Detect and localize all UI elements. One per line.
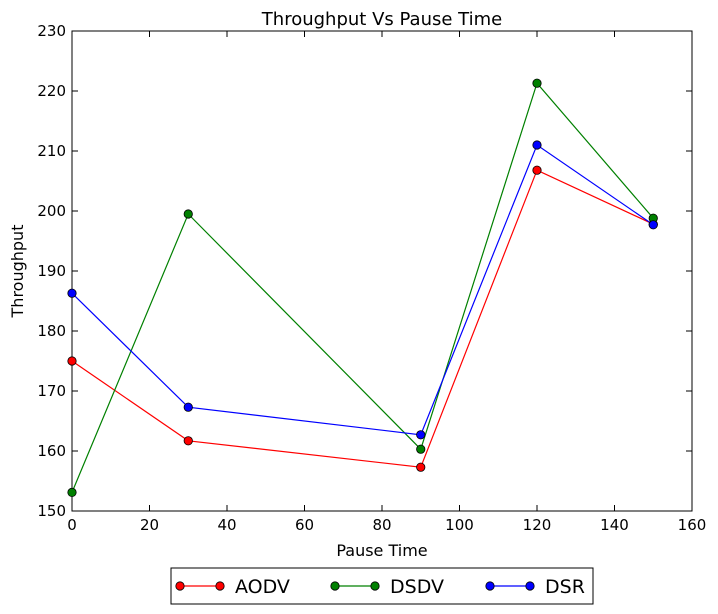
data-point-dsr: [67, 288, 77, 298]
y-tick-label: 200: [37, 202, 66, 220]
x-axis-label: Pause Time: [336, 541, 427, 560]
plot-area: [71, 30, 693, 512]
chart-title: Throughput Vs Pause Time: [261, 9, 502, 30]
x-tick-label: 140: [600, 516, 629, 534]
legend-label-dsr: DSR: [545, 576, 585, 598]
x-tick-label: 60: [295, 516, 314, 534]
data-point-dsdv: [183, 209, 193, 219]
y-tick-label: 160: [37, 442, 66, 460]
data-point-aodv: [67, 356, 77, 366]
x-tick-label: 40: [217, 516, 236, 534]
x-tick-label: 0: [67, 516, 77, 534]
legend-marker-dsdv: [330, 581, 340, 591]
data-point-dsr: [416, 430, 426, 440]
y-tick-label: 190: [37, 262, 66, 280]
legend-label-dsdv: DSDV: [390, 576, 444, 598]
data-point-dsr: [183, 402, 193, 412]
legend-label-aodv: AODV: [235, 576, 290, 598]
y-tick-label: 230: [37, 22, 66, 40]
y-tick-label: 210: [37, 142, 66, 160]
y-tick-label: 180: [37, 322, 66, 340]
data-point-aodv: [532, 165, 542, 175]
y-axis-label: Throughput: [8, 225, 27, 319]
legend-marker-dsr: [485, 581, 495, 591]
data-point-dsdv: [532, 78, 542, 88]
data-point-dsr: [532, 140, 542, 150]
data-point-dsdv: [67, 487, 77, 497]
legend-marker-dsr: [525, 581, 535, 591]
data-point-aodv: [183, 436, 193, 446]
legend-marker-aodv: [175, 581, 185, 591]
axis-ticks: 0 20 40 60 80 100 120 140 160 150 160 170 180 190 200 2…: [37, 22, 706, 534]
x-tick-label: 160: [678, 516, 707, 534]
x-tick-label: 120: [523, 516, 552, 534]
x-tick-label: 100: [445, 516, 474, 534]
y-tick-label: 170: [37, 382, 66, 400]
x-tick-label: 20: [140, 516, 159, 534]
y-tick-label: 220: [37, 82, 66, 100]
data-point-dsr: [648, 220, 658, 230]
data-point-aodv: [416, 462, 426, 472]
legend-marker-dsdv: [370, 581, 380, 591]
y-tick-label: 150: [37, 502, 66, 520]
data-point-dsdv: [416, 444, 426, 454]
series-points: [67, 78, 658, 497]
legend: AODV DSDV DSR: [170, 567, 594, 605]
legend-marker-aodv: [215, 581, 225, 591]
x-tick-label: 80: [372, 516, 391, 534]
